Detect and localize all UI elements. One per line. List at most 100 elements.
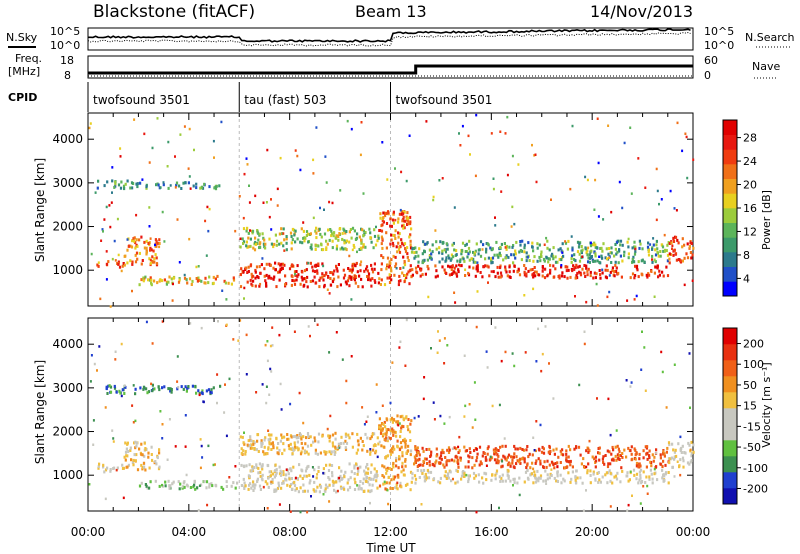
echo-cell — [249, 446, 252, 450]
echo-cell — [310, 246, 313, 249]
echo-cell — [179, 133, 182, 136]
echo-cell — [635, 452, 638, 456]
echo-cell — [347, 433, 350, 437]
echo-cell — [175, 181, 179, 185]
echo-cell — [438, 339, 441, 342]
echo-cell — [144, 468, 147, 472]
echo-cell — [347, 478, 350, 482]
echo-cell — [587, 450, 590, 454]
echo-cell — [511, 458, 514, 462]
echo-cell — [396, 250, 399, 254]
echo-cell — [439, 476, 442, 480]
echo-cell — [259, 470, 262, 474]
echo-cell — [122, 184, 126, 188]
echo-cell — [167, 186, 170, 190]
echo-cell — [360, 260, 363, 263]
echo-cell — [266, 359, 269, 363]
echo-cell — [569, 480, 572, 484]
echo-cell — [136, 244, 139, 248]
echo-cell — [315, 476, 318, 480]
echo-cell — [309, 334, 311, 338]
colorbar-tick-label: 20 — [743, 179, 757, 192]
echo-cell — [244, 484, 247, 488]
echo-cell — [246, 163, 249, 166]
echo-cell — [593, 208, 596, 211]
echo-cell — [426, 241, 429, 245]
echo-cell — [660, 243, 663, 247]
echo-cell — [252, 466, 255, 469]
echo-cell — [223, 411, 226, 414]
echo-cell — [172, 480, 175, 484]
echo-cell — [98, 345, 101, 348]
echo-cell — [621, 243, 624, 247]
echo-cell — [220, 120, 223, 124]
echo-cell — [464, 274, 467, 277]
echo-cell — [665, 249, 668, 253]
echo-cell — [410, 250, 414, 254]
echo-cell — [132, 458, 135, 462]
echo-cell — [296, 264, 299, 268]
echo-cell — [249, 229, 251, 232]
echo-cell — [404, 247, 407, 251]
echo-cell — [566, 265, 569, 269]
echo-cell — [141, 453, 144, 457]
echo-cell — [655, 448, 658, 452]
echo-cell — [659, 456, 662, 460]
echo-cell — [467, 480, 470, 484]
colorbar-segment — [723, 208, 737, 223]
echo-cell — [403, 263, 407, 267]
echo-cell — [195, 277, 198, 280]
echo-cell — [282, 232, 285, 235]
echo-cell — [331, 479, 334, 483]
echo-cell — [129, 449, 132, 452]
echo-cell — [464, 268, 467, 271]
echo-cell — [240, 267, 243, 271]
echo-cell — [340, 469, 343, 473]
echo-cell — [533, 470, 536, 474]
echo-cell — [404, 458, 407, 461]
echo-cell — [305, 230, 309, 234]
echo-cell — [524, 470, 528, 474]
echo-cell — [505, 270, 508, 274]
echo-cell — [350, 236, 353, 240]
echo-cell — [381, 219, 384, 223]
echo-cell — [331, 246, 334, 250]
echo-cell — [640, 368, 643, 371]
echo-cell — [336, 285, 339, 289]
echo-cell — [643, 346, 646, 349]
echo-cell — [302, 483, 305, 487]
echo-cell — [431, 243, 434, 247]
echo-cell — [133, 239, 136, 243]
echo-cell — [395, 459, 398, 463]
echo-cell — [104, 497, 107, 501]
echo-cell — [356, 439, 360, 443]
echo-cell — [588, 260, 591, 264]
echo-cell — [134, 459, 137, 463]
echo-cell — [360, 487, 363, 491]
echo-cell — [306, 285, 309, 289]
echo-cell — [459, 456, 462, 460]
echo-cell — [611, 269, 614, 273]
echo-cell — [155, 262, 159, 266]
echo-cell — [246, 443, 249, 447]
echo-cell — [268, 393, 271, 396]
echo-cell — [371, 270, 375, 274]
echo-cell — [468, 455, 471, 459]
echo-cell — [331, 280, 335, 284]
echo-cell — [662, 274, 665, 278]
echo-cell — [134, 241, 137, 245]
echo-cell — [316, 244, 319, 247]
echo-cell — [197, 509, 200, 512]
echo-cell — [259, 282, 262, 286]
echo-cell — [596, 397, 598, 400]
echo-cell — [148, 206, 151, 209]
echo-cell — [348, 462, 351, 466]
echo-cell — [357, 487, 360, 491]
echo-cell — [394, 475, 397, 479]
echo-cell — [482, 243, 485, 247]
echo-cell — [174, 186, 177, 189]
echo-cell — [251, 446, 254, 450]
echo-cell — [373, 228, 376, 232]
echo-cell — [366, 275, 369, 278]
echo-cell — [261, 383, 264, 386]
